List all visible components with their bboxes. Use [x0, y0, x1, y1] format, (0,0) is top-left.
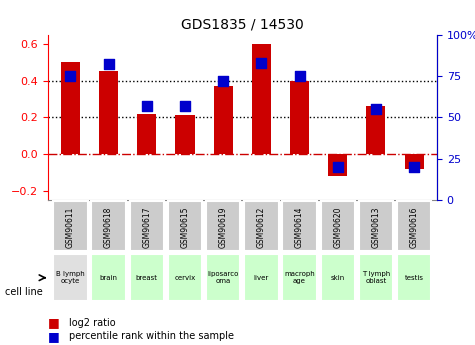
FancyBboxPatch shape — [206, 255, 240, 301]
FancyBboxPatch shape — [130, 201, 164, 251]
FancyBboxPatch shape — [282, 255, 317, 301]
Text: GSM90612: GSM90612 — [257, 206, 266, 248]
Text: T lymph
oblast: T lymph oblast — [362, 271, 390, 284]
FancyBboxPatch shape — [130, 255, 164, 301]
Point — [372, 106, 380, 112]
Text: breast: breast — [136, 275, 158, 281]
FancyBboxPatch shape — [359, 201, 393, 251]
FancyBboxPatch shape — [168, 255, 202, 301]
Point — [334, 164, 342, 170]
FancyBboxPatch shape — [397, 201, 431, 251]
Bar — [366, 106, 385, 154]
Text: GSM90616: GSM90616 — [409, 206, 418, 248]
FancyBboxPatch shape — [244, 201, 278, 251]
Bar — [328, 154, 347, 176]
Bar — [99, 71, 118, 154]
FancyBboxPatch shape — [91, 255, 126, 301]
Point — [66, 73, 74, 79]
FancyBboxPatch shape — [168, 201, 202, 251]
FancyBboxPatch shape — [397, 255, 431, 301]
Bar — [290, 80, 309, 154]
Text: skin: skin — [331, 275, 345, 281]
Bar — [405, 154, 424, 169]
Point — [296, 73, 304, 79]
Text: GSM90617: GSM90617 — [142, 206, 151, 248]
FancyBboxPatch shape — [53, 201, 87, 251]
Bar — [175, 116, 195, 154]
Title: GDS1835 / 14530: GDS1835 / 14530 — [181, 18, 304, 32]
Bar — [61, 62, 80, 154]
FancyBboxPatch shape — [244, 255, 278, 301]
Text: macroph
age: macroph age — [284, 271, 315, 284]
Text: cell line: cell line — [5, 287, 42, 296]
Text: cervix: cervix — [174, 275, 196, 281]
Point — [257, 60, 265, 66]
Text: GSM90619: GSM90619 — [218, 206, 228, 248]
Text: brain: brain — [100, 275, 118, 281]
Text: B lymph
ocyte: B lymph ocyte — [56, 271, 85, 284]
Text: ■: ■ — [48, 330, 59, 343]
FancyBboxPatch shape — [359, 255, 393, 301]
Point — [410, 164, 418, 170]
FancyBboxPatch shape — [321, 255, 355, 301]
FancyBboxPatch shape — [91, 201, 126, 251]
Text: log2 ratio: log2 ratio — [69, 318, 115, 327]
Text: GSM90611: GSM90611 — [66, 206, 75, 248]
Point — [143, 103, 151, 108]
Point — [105, 61, 113, 67]
Bar — [214, 86, 233, 154]
Text: GSM90618: GSM90618 — [104, 206, 113, 248]
Text: GSM90615: GSM90615 — [180, 206, 190, 248]
Text: testis: testis — [405, 275, 424, 281]
FancyBboxPatch shape — [282, 201, 317, 251]
Text: percentile rank within the sample: percentile rank within the sample — [69, 332, 234, 341]
Text: liposarco
oma: liposarco oma — [208, 271, 239, 284]
Text: ■: ■ — [48, 316, 59, 329]
Bar — [252, 44, 271, 154]
Point — [181, 103, 189, 108]
Text: GSM90620: GSM90620 — [333, 206, 342, 248]
Text: liver: liver — [254, 275, 269, 281]
Text: GSM90614: GSM90614 — [295, 206, 304, 248]
Text: GSM90613: GSM90613 — [371, 206, 380, 248]
Point — [219, 78, 227, 83]
FancyBboxPatch shape — [53, 255, 87, 301]
FancyBboxPatch shape — [206, 201, 240, 251]
Bar — [137, 114, 156, 154]
FancyBboxPatch shape — [321, 201, 355, 251]
